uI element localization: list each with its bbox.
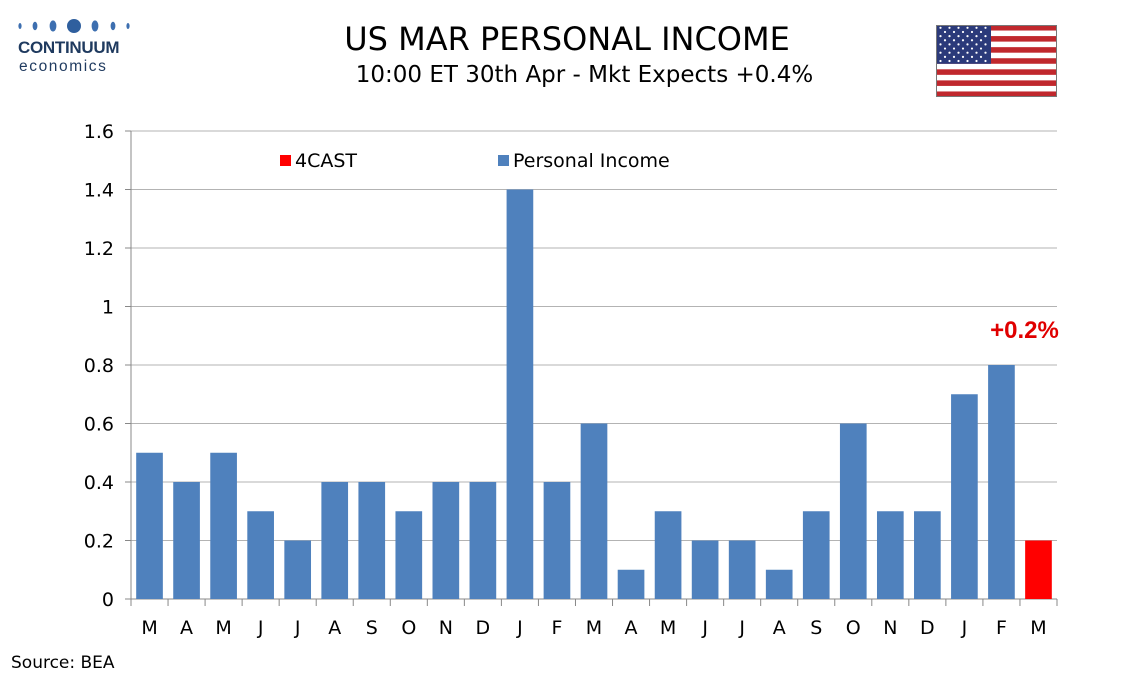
us-flag-icon: [936, 25, 1057, 97]
continuum-logo: CONTINUUM economics: [14, 14, 134, 76]
income-bar: [765, 569, 793, 599]
x-tick-label: M: [660, 617, 676, 639]
income-bar: [469, 482, 497, 599]
logo-dots-icon: [18, 19, 130, 33]
legend-swatch: [498, 155, 509, 166]
x-tick-label: J: [516, 617, 523, 639]
y-tick-label: 0.2: [84, 531, 114, 553]
income-bar: [839, 423, 867, 599]
income-bar: [876, 511, 904, 599]
x-tick-label: J: [961, 617, 968, 639]
y-tick-label: 0.8: [84, 355, 114, 377]
income-bar: [136, 452, 163, 599]
income-bar: [173, 482, 200, 599]
income-bar: [988, 365, 1015, 599]
y-tick-label: 0: [102, 589, 114, 611]
income-bar: [802, 511, 830, 599]
income-bar: [914, 511, 941, 599]
income-bar: [284, 540, 312, 599]
x-tick-label: J: [701, 617, 708, 639]
x-tick-label: A: [180, 617, 193, 639]
x-tick-label: O: [846, 617, 861, 639]
source-note: Source: BEA: [11, 653, 115, 673]
y-tick-label: 1.2: [84, 238, 114, 260]
income-bar: [210, 452, 237, 599]
x-tick-label: S: [366, 617, 378, 639]
income-bar: [321, 482, 349, 599]
x-tick-label: M: [1030, 617, 1046, 639]
forecast-bar: [1025, 540, 1052, 599]
x-tick-label: A: [328, 617, 341, 639]
x-tick-label: A: [625, 617, 638, 639]
x-tick-label: J: [294, 617, 301, 639]
x-tick-label: N: [439, 617, 453, 639]
x-tick-label: O: [401, 617, 416, 639]
income-bar: [728, 540, 756, 599]
x-tick-label: S: [810, 617, 822, 639]
x-tick-label: D: [920, 617, 935, 639]
x-tick-label: F: [551, 617, 562, 639]
x-tick-label: N: [883, 617, 897, 639]
income-bar: [506, 189, 534, 599]
x-tick-label: J: [257, 617, 264, 639]
x-tick-label: A: [773, 617, 786, 639]
legend-swatch: [280, 155, 291, 166]
x-tick-label: D: [476, 617, 491, 639]
income-bar: [617, 569, 645, 599]
income-bar: [432, 482, 460, 599]
chart-subtitle: 10:00 ET 30th Apr - Mkt Expects +0.4%: [355, 62, 814, 88]
income-bar: [580, 423, 608, 599]
x-tick-label: M: [215, 617, 231, 639]
y-tick-label: 0.6: [84, 414, 114, 436]
x-tick-label: F: [996, 617, 1007, 639]
chart-title: US MAR PERSONAL INCOME: [344, 20, 790, 58]
x-tick-label: M: [141, 617, 157, 639]
income-bar: [654, 511, 682, 599]
y-tick-label: 1.4: [84, 180, 114, 202]
income-bar: [247, 511, 274, 599]
income-bar: [691, 540, 719, 599]
forecast-annotation: +0.2%: [990, 317, 1059, 344]
y-tick-label: 0.4: [84, 472, 114, 494]
x-tick-label: J: [738, 617, 745, 639]
y-tick-label: 1: [102, 297, 114, 319]
income-bar: [395, 511, 423, 599]
income-bar: [543, 482, 571, 599]
income-bar: [951, 394, 978, 599]
y-tick-label: 1.6: [84, 121, 114, 143]
logo-name-top: CONTINUUM: [18, 38, 120, 57]
logo-name-bottom: economics: [19, 58, 108, 75]
legend-label: 4CAST: [295, 150, 357, 172]
income-bar: [358, 482, 386, 599]
x-tick-label: M: [586, 617, 602, 639]
legend-label: Personal Income: [513, 150, 670, 172]
